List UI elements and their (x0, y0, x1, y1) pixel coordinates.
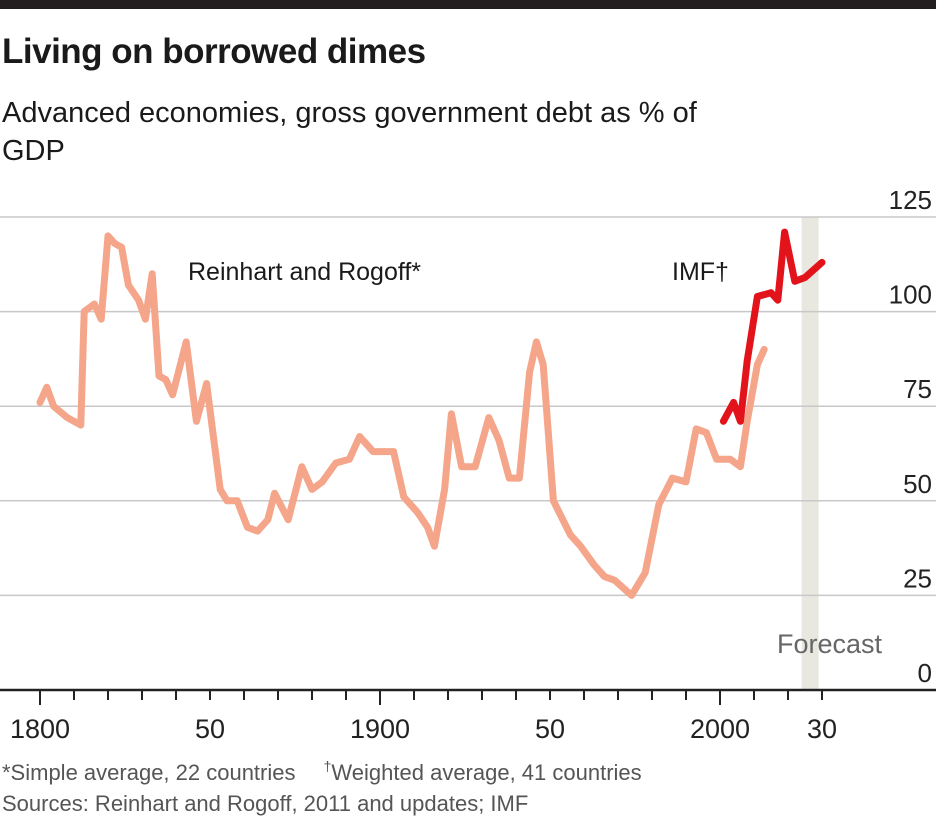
y-tick-label-100: 100 (889, 280, 932, 310)
y-tick-label-50: 50 (903, 469, 932, 499)
x-tick-label-1950: 50 (535, 714, 565, 744)
forecast-label: Forecast (777, 629, 883, 659)
x-tick-label-2030: 30 (807, 714, 837, 744)
x-tick-label-1800: 1800 (10, 714, 70, 744)
y-tick-label-0: 0 (918, 658, 932, 688)
chart-title: Living on borrowed dimes (2, 32, 426, 71)
top-bar (0, 0, 936, 9)
series-label-reinhart-rogoff: Reinhart and Rogoff* (188, 258, 421, 286)
forecast-band (801, 217, 819, 690)
y-tick-label-125: 125 (889, 185, 932, 215)
footnote-weighted: Weighted average, 41 countries (331, 760, 642, 785)
x-tick-label-2000: 2000 (690, 714, 750, 744)
forecast-band-layer (801, 217, 819, 690)
y-axis-labels: 0 25 50 75 100 125 (889, 185, 932, 688)
x-axis: 1800 50 1900 50 2000 30 (0, 688, 936, 744)
footnote-sources: Sources: Reinhart and Rogoff, 2011 and u… (2, 791, 529, 816)
x-tick-label-1900: 1900 (350, 714, 410, 744)
y-tick-label-25: 25 (903, 563, 932, 593)
chart-subtitle: Advanced economies, gross government deb… (2, 97, 697, 167)
dagger-mark: † (323, 758, 332, 774)
series-label-imf: IMF† (672, 258, 729, 286)
series-line-imf (719, 228, 826, 425)
series-line-reinhart-rogoff (36, 232, 768, 599)
y-tick-label-75: 75 (903, 374, 932, 404)
x-tick-label-1850: 50 (195, 714, 225, 744)
series-layer (36, 228, 826, 599)
footnote-averages: *Simple average, 22 countries †Weighted … (2, 758, 642, 786)
chart-area: 1800 50 1900 50 2000 30 0 25 50 75 100 125 Reinhar… (0, 185, 936, 744)
footnote-simple: *Simple average, 22 countries (2, 760, 296, 785)
